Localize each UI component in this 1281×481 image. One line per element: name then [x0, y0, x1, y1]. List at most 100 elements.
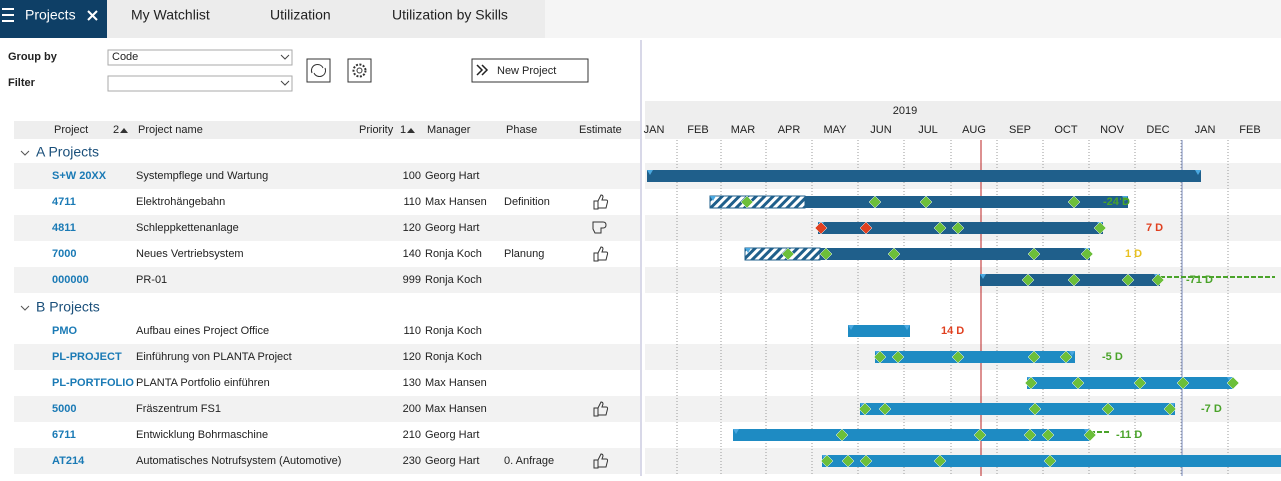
project-name: Automatisches Notrufsystem (Automotive): [136, 455, 341, 467]
project-code[interactable]: PL-PORTFOLIO: [52, 377, 134, 389]
deviation-label: 7 D: [1146, 222, 1163, 234]
project-name: Systempflege und Wartung: [136, 170, 268, 182]
project-code[interactable]: 4811: [52, 222, 76, 234]
project-manager: Georg Hart: [425, 170, 479, 182]
collapse-arrow[interactable]: [21, 151, 29, 155]
column-header[interactable]: Project: [54, 124, 88, 136]
project-manager: Ronja Koch: [425, 351, 482, 363]
deviation-label: -7 D: [1201, 403, 1222, 415]
deviation-label: 14 D: [941, 325, 964, 337]
project-manager: Georg Hart: [425, 222, 479, 234]
project-code[interactable]: 4711: [52, 196, 76, 208]
column-header[interactable]: Manager: [427, 124, 471, 136]
project-priority: 110: [403, 325, 421, 337]
project-priority: 140: [403, 248, 421, 260]
project-name: Elektrohängebahn: [136, 196, 225, 208]
project-priority: 130: [403, 377, 421, 389]
column-header[interactable]: Priority: [359, 124, 394, 136]
project-name: PR-01: [136, 274, 167, 286]
new-project-label: New Project: [497, 65, 556, 77]
project-manager: Georg Hart: [425, 429, 479, 441]
refresh-button[interactable]: [307, 59, 330, 82]
project-priority: 200: [403, 403, 421, 415]
project-priority: 120: [403, 351, 421, 363]
group-title[interactable]: B Projects: [36, 299, 100, 315]
project-name: Aufbau eines Project Office: [136, 325, 269, 337]
estimate-icon: [594, 195, 608, 209]
sort-index: 2: [113, 124, 119, 136]
filter-label: Filter: [8, 77, 36, 89]
project-code[interactable]: 5000: [52, 403, 76, 415]
project-priority: 210: [403, 429, 421, 441]
collapse-arrow[interactable]: [21, 306, 29, 310]
project-manager: Ronja Koch: [425, 325, 482, 337]
month-label: JAN: [644, 124, 665, 136]
project-name: Schleppkettenanlage: [136, 222, 239, 234]
month-label: SEP: [1009, 124, 1031, 136]
deviation-label: -11 D: [1116, 429, 1142, 441]
sort-index: 1: [400, 124, 406, 136]
project-name: Entwicklung Bohrmaschine: [136, 429, 268, 441]
group-by-label: Group by: [8, 51, 58, 63]
group-title[interactable]: A Projects: [36, 144, 99, 160]
project-phase: Definition: [504, 196, 550, 208]
project-manager: Georg Hart: [425, 455, 479, 467]
project-code[interactable]: PMO: [52, 325, 78, 337]
deviation-label: -5 D: [1102, 351, 1123, 363]
month-label: JAN: [1195, 124, 1216, 136]
project-priority: 999: [403, 274, 421, 286]
gantt-bar-hatch: [710, 196, 805, 208]
row-background: [14, 267, 640, 293]
project-name: Fräszentrum FS1: [136, 403, 221, 415]
row-background: [14, 215, 640, 241]
project-code[interactable]: AT214: [52, 455, 85, 467]
filter-select[interactable]: [108, 76, 292, 91]
row-background: [14, 396, 640, 422]
month-label: NOV: [1100, 124, 1125, 136]
tab[interactable]: Utilization by Skills: [392, 7, 508, 23]
estimate-icon: [594, 247, 608, 261]
tab[interactable]: Utilization: [270, 7, 331, 23]
project-name: PLANTA Portfolio einführen: [136, 377, 270, 389]
month-label: APR: [778, 124, 801, 136]
month-label: JUL: [918, 124, 938, 136]
group-by-value: Code: [112, 51, 138, 63]
deviation-label: -24 D: [1103, 196, 1130, 208]
project-code[interactable]: 000000: [52, 274, 89, 286]
month-label: OCT: [1054, 124, 1078, 136]
project-manager: Max Hansen: [425, 377, 487, 389]
gantt-bar: [1027, 377, 1233, 389]
project-manager: Ronja Koch: [425, 274, 482, 286]
column-header[interactable]: Phase: [506, 124, 537, 136]
deviation-label: -71 D: [1186, 274, 1213, 286]
project-code[interactable]: 7000: [52, 248, 76, 260]
month-label: MAR: [731, 124, 756, 136]
settings-button[interactable]: [348, 59, 371, 82]
tab[interactable]: My Watchlist: [131, 7, 210, 23]
tab[interactable]: Projects: [25, 7, 76, 23]
project-priority: 120: [403, 222, 421, 234]
project-priority: 110: [403, 196, 421, 208]
project-manager: Ronja Koch: [425, 248, 482, 260]
gantt-bar: [647, 170, 1201, 182]
gantt-bar: [733, 429, 1090, 441]
column-header[interactable]: Estimate: [579, 124, 622, 136]
header-row: [14, 121, 640, 139]
project-priority: 230: [403, 455, 421, 467]
month-label: MAY: [823, 124, 847, 136]
project-phase: 0. Anfrage: [504, 455, 554, 467]
month-label: JUN: [870, 124, 891, 136]
project-code[interactable]: 6711: [52, 429, 76, 441]
project-manager: Max Hansen: [425, 196, 487, 208]
project-code[interactable]: S+W 20XX: [52, 170, 107, 182]
project-phase: Planung: [504, 248, 544, 260]
month-label: AUG: [962, 124, 986, 136]
month-label: FEB: [1239, 124, 1260, 136]
gantt-year: 2019: [893, 105, 917, 117]
deviation-label: 1 D: [1125, 248, 1142, 260]
column-header[interactable]: Project name: [138, 124, 203, 136]
project-name: Einführung von PLANTA Project: [136, 351, 292, 363]
gantt-bar: [875, 351, 1075, 363]
project-code[interactable]: PL-PROJECT: [52, 351, 122, 363]
